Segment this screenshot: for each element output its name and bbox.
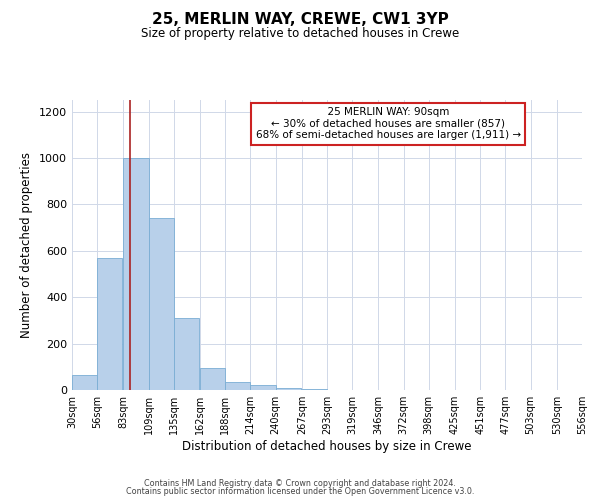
Bar bbox=[250, 386, 275, 390]
Text: 25 MERLIN WAY: 90sqm  
← 30% of detached houses are smaller (857)
68% of semi-de: 25 MERLIN WAY: 90sqm ← 30% of detached h… bbox=[256, 108, 521, 140]
Bar bbox=[97, 258, 122, 390]
Bar bbox=[225, 382, 250, 390]
Y-axis label: Number of detached properties: Number of detached properties bbox=[20, 152, 34, 338]
Text: Size of property relative to detached houses in Crewe: Size of property relative to detached ho… bbox=[141, 28, 459, 40]
Bar bbox=[275, 388, 301, 390]
Bar bbox=[72, 375, 97, 390]
Bar bbox=[174, 318, 199, 390]
Bar bbox=[124, 158, 149, 390]
Bar bbox=[200, 368, 225, 390]
Text: Contains HM Land Registry data © Crown copyright and database right 2024.: Contains HM Land Registry data © Crown c… bbox=[144, 478, 456, 488]
Bar bbox=[302, 389, 327, 390]
Text: Contains public sector information licensed under the Open Government Licence v3: Contains public sector information licen… bbox=[126, 487, 474, 496]
X-axis label: Distribution of detached houses by size in Crewe: Distribution of detached houses by size … bbox=[182, 440, 472, 453]
Text: 25, MERLIN WAY, CREWE, CW1 3YP: 25, MERLIN WAY, CREWE, CW1 3YP bbox=[152, 12, 448, 28]
Bar bbox=[149, 218, 174, 390]
